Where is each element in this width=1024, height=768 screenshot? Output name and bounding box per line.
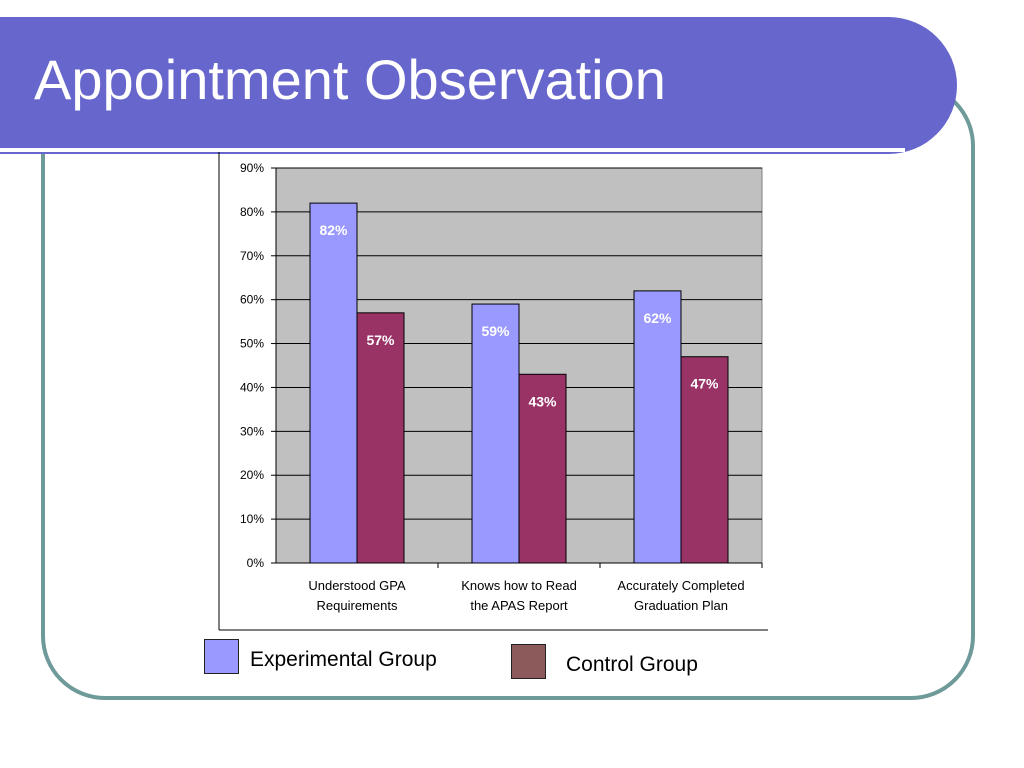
y-tick-label: 0% [247,556,265,570]
x-category-label: the APAS Report [470,598,568,613]
x-category-label: Requirements [317,598,398,613]
title-underline [0,148,905,152]
slide-title: Appointment Observation [34,48,666,111]
bar-control [680,356,729,564]
y-tick-label: 20% [240,468,264,482]
bar-experimental [471,303,520,564]
title-band [0,17,957,154]
bar-experimental [633,290,682,564]
y-tick-label: 50% [240,337,264,351]
y-tick-label: 30% [240,424,264,438]
data-label: 47% [690,376,719,392]
data-label: 43% [528,393,557,409]
data-label: 57% [366,332,395,348]
y-tick-label: 40% [240,380,264,394]
x-category-label: Graduation Plan [634,598,728,613]
x-category-label: Understood GPA [308,578,406,593]
y-tick-label: 70% [240,249,264,263]
y-tick-label: 10% [240,512,264,526]
legend-label-control: Control Group [566,653,698,676]
y-tick-label: 90% [240,161,264,175]
y-tick-label: 80% [240,205,264,219]
bar-control [518,373,567,564]
x-category-label: Accurately Completed [617,578,744,593]
legend-label-experimental: Experimental Group [250,648,437,671]
bar-control [356,312,405,564]
data-label: 62% [643,310,672,326]
data-label: 59% [481,323,510,339]
legend-swatch-experimental [204,639,239,674]
data-label: 82% [319,222,348,238]
legend-swatch-control [511,644,546,679]
x-category-label: Knows how to Read [461,578,577,593]
y-tick-label: 60% [240,293,264,307]
bar-experimental [309,202,358,564]
